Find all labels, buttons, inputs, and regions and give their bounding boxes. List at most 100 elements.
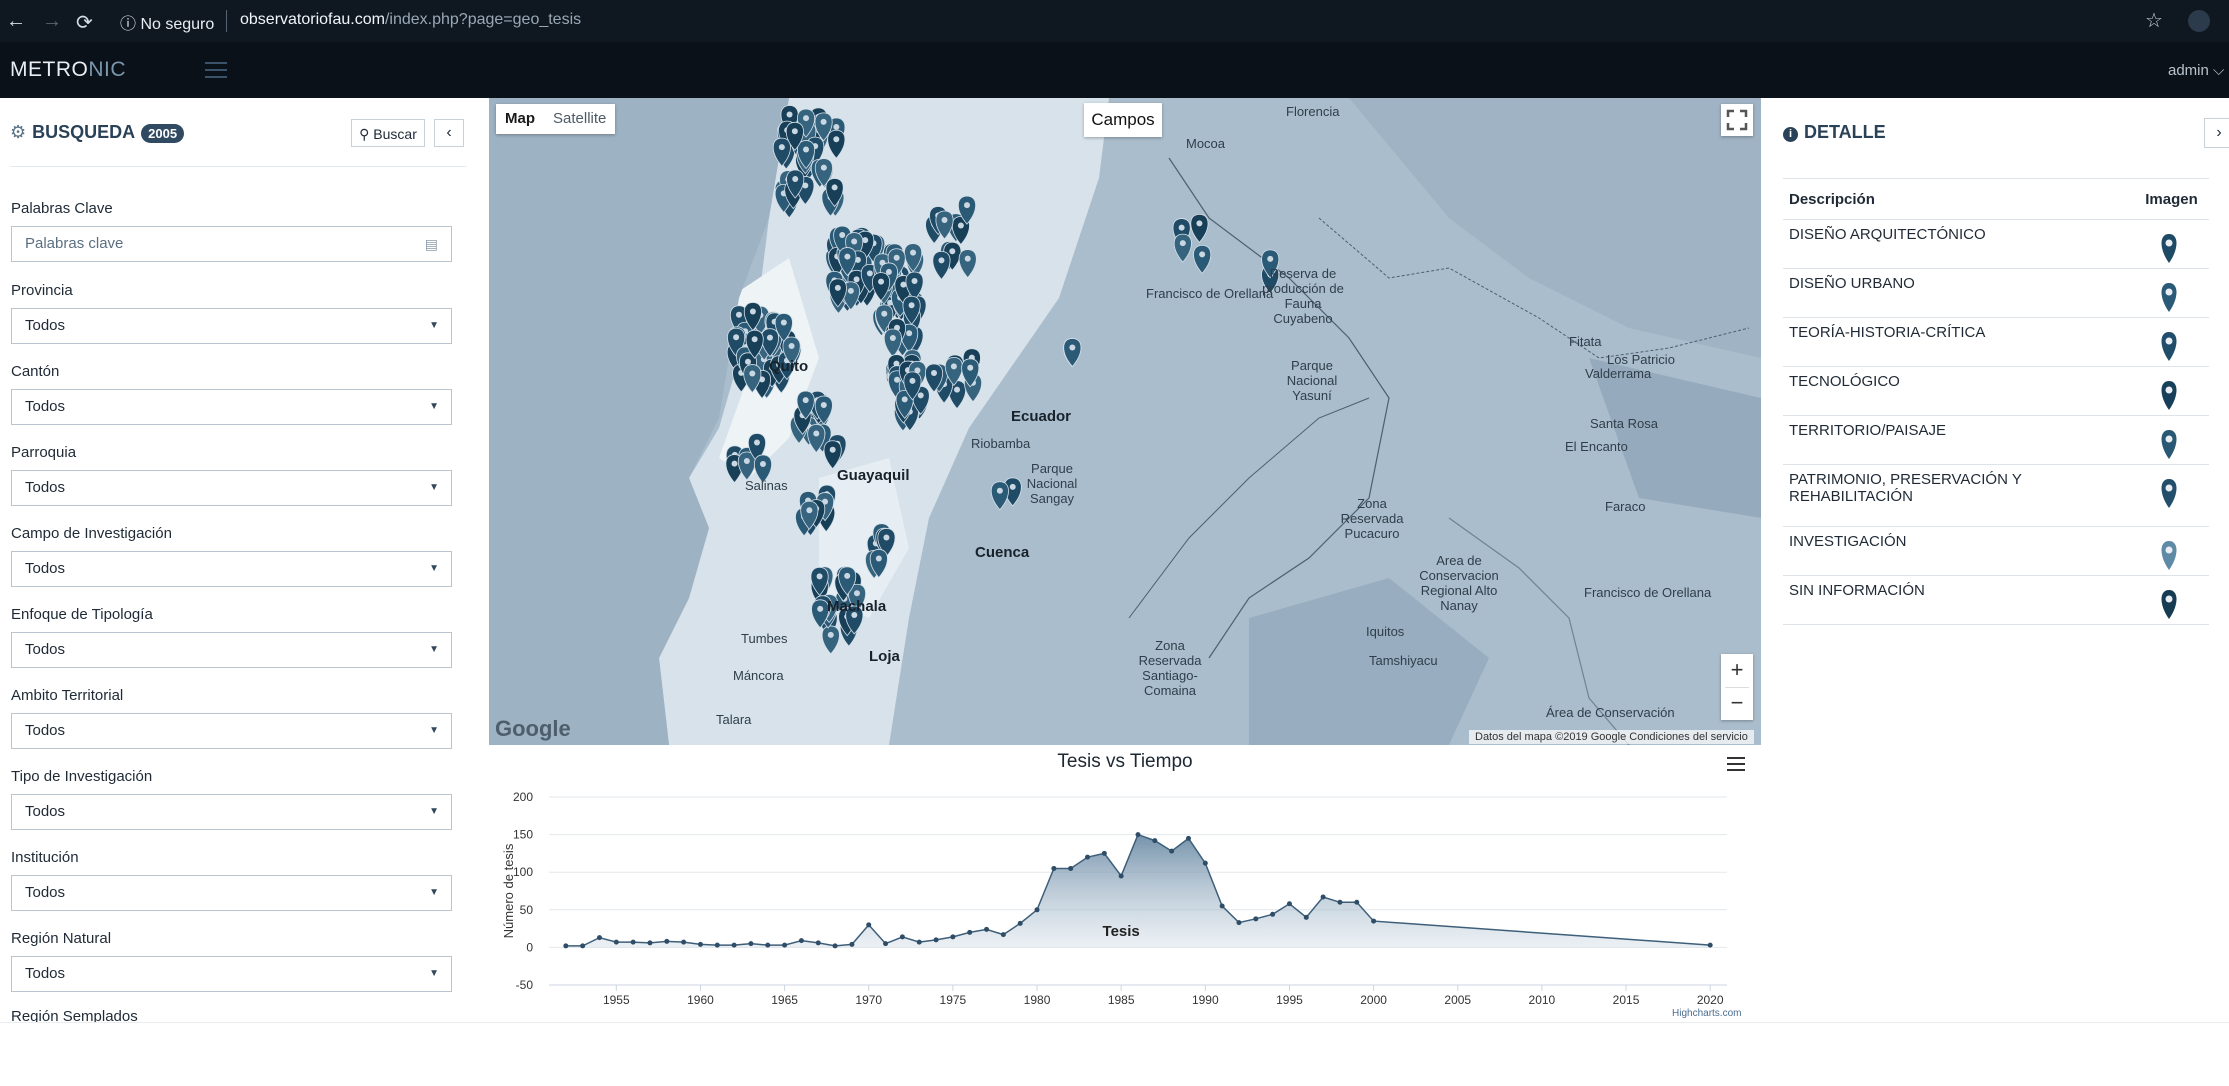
tesis-data-point[interactable] (1085, 854, 1091, 860)
map-marker-pin-icon[interactable] (1193, 244, 1212, 274)
map-marker-pin-icon[interactable] (737, 451, 756, 481)
tesis-data-point[interactable] (1286, 901, 1292, 907)
tesis-data-point[interactable] (563, 943, 569, 949)
map-marker-pin-icon[interactable] (782, 336, 801, 366)
tesis-data-point[interactable] (1337, 899, 1343, 905)
map-marker-pin-icon[interactable] (905, 271, 924, 301)
profile-avatar[interactable] (2188, 10, 2210, 32)
map-marker-pin-icon[interactable] (924, 363, 944, 393)
tesis-data-point[interactable] (748, 941, 754, 947)
map-marker-pin-icon[interactable] (810, 566, 829, 597)
tesis-data-point[interactable] (950, 934, 956, 940)
map-marker-pin-icon[interactable] (935, 210, 954, 240)
tesis-data-point[interactable] (916, 939, 922, 945)
tesis-data-point[interactable] (849, 941, 855, 947)
tesis-data-point[interactable] (1270, 911, 1276, 917)
tesis-data-point[interactable] (782, 942, 788, 948)
tesis-data-point[interactable] (1118, 873, 1124, 879)
tesis-data-point[interactable] (798, 938, 804, 944)
map-attribution[interactable]: Datos del mapa ©2019 Google Condiciones … (1469, 730, 1754, 744)
tesis-data-point[interactable] (1236, 920, 1242, 926)
map-marker-pin-icon[interactable] (797, 140, 816, 170)
collapse-right-button[interactable]: › (2204, 118, 2229, 148)
map-marker-pin-icon[interactable] (932, 250, 951, 280)
tesis-data-point[interactable] (697, 941, 703, 947)
map-marker-pin-icon[interactable] (821, 625, 840, 655)
fullscreen-icon[interactable] (1721, 104, 1753, 136)
map-marker-pin-icon[interactable] (877, 528, 896, 558)
tesis-data-point[interactable] (1219, 903, 1225, 909)
tesis-data-point[interactable] (1101, 850, 1107, 856)
tesis-data-point[interactable] (1068, 865, 1074, 871)
filter-select[interactable]: Todos ▼ (11, 632, 452, 668)
map-marker-pin-icon[interactable] (753, 454, 773, 484)
filter-select[interactable]: Todos ▼ (11, 470, 452, 506)
tesis-data-point[interactable] (967, 929, 973, 935)
map-marker-pin-icon[interactable] (1173, 233, 1192, 263)
tesis-data-point[interactable] (596, 935, 602, 941)
tesis-data-point[interactable] (714, 942, 720, 948)
tesis-data-point[interactable] (630, 939, 636, 945)
user-menu[interactable]: admin ⌵ (2168, 62, 2225, 79)
tesis-data-point[interactable] (1320, 894, 1326, 900)
map-marker-pin-icon[interactable] (883, 328, 902, 358)
filter-select[interactable]: Todos ▼ (11, 713, 452, 749)
map-marker-pin-icon[interactable] (814, 395, 833, 425)
bookmark-star-icon[interactable]: ☆ (2145, 10, 2163, 32)
map-canvas[interactable] (489, 98, 1761, 745)
tesis-data-point[interactable] (1303, 914, 1309, 920)
map-marker-pin-icon[interactable] (796, 390, 815, 420)
tesis-data-point[interactable] (883, 941, 889, 947)
map-marker-pin-icon[interactable] (838, 566, 857, 596)
tesis-data-point[interactable] (1034, 907, 1040, 913)
map-marker-pin-icon[interactable] (1261, 249, 1280, 279)
tesis-data-point[interactable] (580, 943, 586, 949)
map-marker-pin-icon[interactable] (814, 112, 833, 142)
tesis-data-point[interactable] (681, 939, 687, 945)
map-marker-pin-icon[interactable] (1063, 338, 1082, 368)
tesis-data-point[interactable] (815, 940, 821, 946)
tesis-data-point[interactable] (647, 940, 653, 946)
map-marker-pin-icon[interactable] (811, 599, 830, 629)
search-button[interactable]: ⚲ Buscar (351, 119, 425, 147)
sidebar-toggle-icon[interactable] (205, 62, 227, 83)
tesis-data-point[interactable] (933, 937, 939, 943)
map-marker-pin-icon[interactable] (895, 389, 914, 420)
zoom-in-button[interactable]: + (1730, 657, 1744, 682)
map-marker-pin-icon[interactable] (944, 356, 963, 386)
map-marker-pin-icon[interactable] (847, 583, 866, 613)
tesis-data-point[interactable] (1185, 835, 1191, 841)
tesis-data-point[interactable] (1707, 942, 1713, 948)
tesis-data-point[interactable] (832, 943, 838, 949)
tesis-data-point[interactable] (613, 939, 619, 945)
campos-layer-label[interactable]: Campos (1084, 103, 1162, 137)
map-marker-pin-icon[interactable] (961, 358, 980, 388)
filter-select[interactable]: Todos ▼ (11, 389, 452, 425)
collapse-left-button[interactable]: ‹ (434, 119, 464, 147)
tesis-data-point[interactable] (1017, 920, 1023, 926)
keywords-input[interactable]: Palabras clave ▤ (11, 226, 452, 262)
reload-icon[interactable]: ⟳ (76, 12, 93, 34)
tesis-data-point[interactable] (1371, 918, 1377, 924)
back-icon[interactable]: ← (6, 10, 26, 32)
map-marker-pin-icon[interactable] (845, 605, 864, 635)
map-marker-pin-icon[interactable] (785, 121, 804, 151)
tesis-data-point[interactable] (1152, 838, 1158, 844)
tesis-data-point[interactable] (765, 942, 771, 948)
tesis-data-point[interactable] (664, 938, 670, 944)
map-marker-pin-icon[interactable] (902, 295, 921, 325)
zoom-out-button[interactable]: − (1730, 690, 1744, 715)
map-marker-pin-icon[interactable] (951, 216, 970, 246)
tesis-data-point[interactable] (1051, 865, 1057, 871)
map-marker-pin-icon[interactable] (990, 481, 1009, 511)
map-marker-pin-icon[interactable] (903, 371, 922, 401)
chart-credits[interactable]: Highcharts.com (1672, 1008, 1742, 1019)
map-marker-pin-icon[interactable] (747, 433, 766, 463)
address-bar[interactable]: observatoriofau.com/index.php?page=geo_t… (240, 11, 581, 29)
map-marker-pin-icon[interactable] (958, 249, 977, 279)
map-marker-pin-icon[interactable] (825, 178, 844, 208)
map-marker-pin-icon[interactable] (872, 272, 891, 302)
forward-icon[interactable]: → (42, 10, 62, 32)
tesis-data-point[interactable] (1354, 899, 1360, 905)
map-marker-pin-icon[interactable] (827, 129, 846, 159)
